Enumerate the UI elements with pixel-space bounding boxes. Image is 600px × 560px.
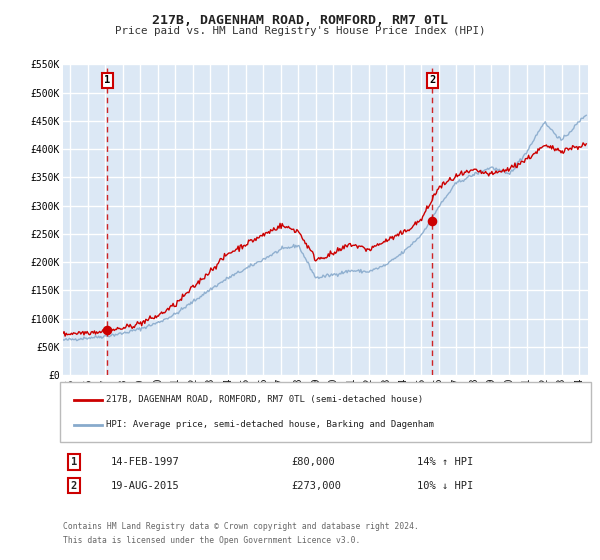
- Text: Price paid vs. HM Land Registry's House Price Index (HPI): Price paid vs. HM Land Registry's House …: [115, 26, 485, 36]
- Text: 14-FEB-1997: 14-FEB-1997: [111, 457, 180, 467]
- Text: This data is licensed under the Open Government Licence v3.0.: This data is licensed under the Open Gov…: [63, 536, 361, 545]
- Text: 2: 2: [71, 480, 77, 491]
- Text: HPI: Average price, semi-detached house, Barking and Dagenham: HPI: Average price, semi-detached house,…: [106, 421, 434, 430]
- Text: 14% ↑ HPI: 14% ↑ HPI: [417, 457, 473, 467]
- Text: £80,000: £80,000: [291, 457, 335, 467]
- Text: £273,000: £273,000: [291, 480, 341, 491]
- Text: 2: 2: [429, 75, 436, 85]
- Text: 19-AUG-2015: 19-AUG-2015: [111, 480, 180, 491]
- Text: 217B, DAGENHAM ROAD, ROMFORD, RM7 0TL (semi-detached house): 217B, DAGENHAM ROAD, ROMFORD, RM7 0TL (s…: [106, 395, 424, 404]
- Text: 1: 1: [104, 75, 110, 85]
- Point: [427, 217, 437, 226]
- Point: [103, 325, 112, 334]
- Text: 1: 1: [71, 457, 77, 467]
- Text: Contains HM Land Registry data © Crown copyright and database right 2024.: Contains HM Land Registry data © Crown c…: [63, 522, 419, 531]
- Text: 10% ↓ HPI: 10% ↓ HPI: [417, 480, 473, 491]
- Text: 217B, DAGENHAM ROAD, ROMFORD, RM7 0TL: 217B, DAGENHAM ROAD, ROMFORD, RM7 0TL: [152, 14, 448, 27]
